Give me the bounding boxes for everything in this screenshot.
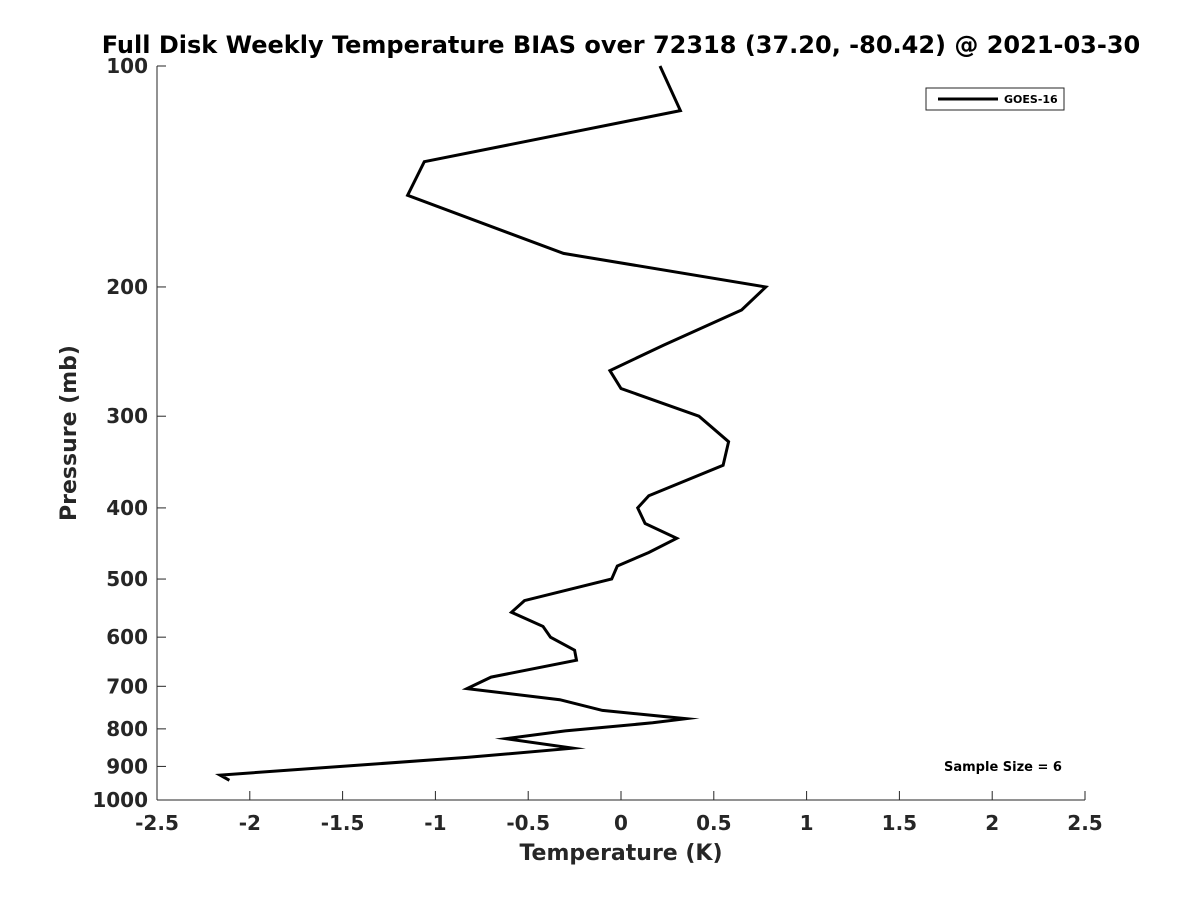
series-line-goes-16 bbox=[214, 65, 770, 782]
series-layer bbox=[214, 65, 770, 782]
y-tick-label: 600 bbox=[106, 625, 148, 649]
sample-size-annotation: Sample Size = 6 bbox=[944, 760, 1062, 775]
chart-title: Full Disk Weekly Temperature BIAS over 7… bbox=[102, 31, 1141, 59]
y-tick-label: 200 bbox=[106, 275, 148, 299]
legend-label-goes-16: GOES-16 bbox=[1004, 93, 1058, 106]
y-axis-label: Pressure (mb) bbox=[57, 345, 82, 521]
x-tick-label: -1.5 bbox=[321, 811, 365, 835]
plot-area bbox=[156, 66, 1085, 801]
y-tick-label: 900 bbox=[106, 754, 148, 778]
x-tick-label: 1.5 bbox=[882, 811, 917, 835]
y-axis-ticks: 100 200 300 400 500 600 700 800 900 1000 bbox=[92, 54, 166, 812]
y-tick-label: 800 bbox=[106, 717, 148, 741]
x-tick-label: 2 bbox=[985, 811, 999, 835]
y-tick-label: 700 bbox=[106, 674, 148, 698]
y-tick-label: 300 bbox=[106, 404, 148, 428]
x-tick-label: 0 bbox=[614, 811, 628, 835]
legend: GOES-16 bbox=[925, 87, 1065, 111]
plot-background bbox=[157, 66, 1085, 800]
x-tick-label: -2 bbox=[239, 811, 261, 835]
y-tick-label: 1000 bbox=[92, 788, 148, 812]
x-tick-label: 0.5 bbox=[696, 811, 731, 835]
x-tick-label: 2.5 bbox=[1067, 811, 1102, 835]
x-tick-label: 1 bbox=[800, 811, 814, 835]
y-tick-label: 100 bbox=[106, 54, 148, 78]
x-tick-label: -1 bbox=[424, 811, 446, 835]
x-axis-ticks: -2.5 -2 -1.5 -1 -0.5 0 0.5 1 1.5 2 2.5 bbox=[135, 791, 1103, 835]
y-tick-label: 500 bbox=[106, 567, 148, 591]
x-axis-label: Temperature (K) bbox=[519, 841, 722, 866]
x-tick-label: -2.5 bbox=[135, 811, 179, 835]
y-tick-label: 400 bbox=[106, 496, 148, 520]
x-tick-label: -0.5 bbox=[506, 811, 550, 835]
